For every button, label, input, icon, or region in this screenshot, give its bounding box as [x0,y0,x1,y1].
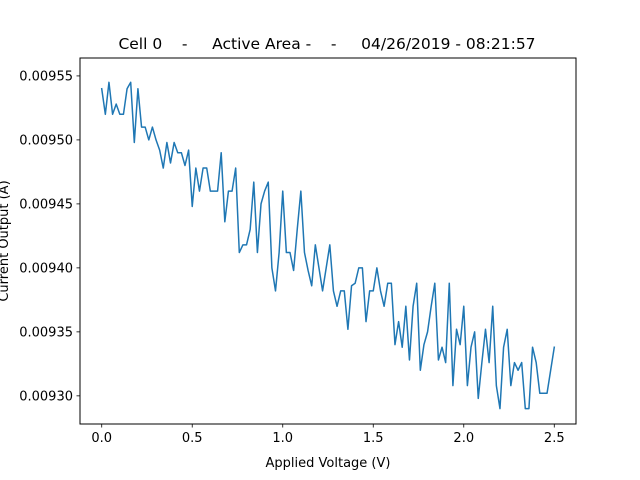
y-tick-label: 0.00940 [19,261,73,276]
plot-frame [79,57,577,425]
y-tick-label: 0.00955 [19,69,73,84]
y-tick-label: 0.00930 [19,389,73,404]
x-tick-label: 2.0 [453,431,474,446]
x-tick-label: 2.5 [544,431,565,446]
x-axis-ticks: 0.0 0.5 1.0 1.5 2.0 2.5 [91,424,565,446]
y-tick-label: 0.00950 [19,133,73,148]
x-tick-label: 0.0 [91,431,112,446]
y-axis-title: Current Output (A) [0,180,12,301]
x-tick-label: 1.5 [363,431,384,446]
y-axis-ticks: 0.00930 0.00935 0.00940 0.00945 0.00950 0.009… [19,69,80,404]
y-tick-label: 0.00935 [19,325,73,340]
x-axis-title: Applied Voltage (V) [266,456,391,471]
x-tick-label: 0.5 [182,431,203,446]
data-series-line [100,81,556,410]
x-tick-label: 1.0 [272,431,293,446]
plot-area [80,58,576,424]
y-tick-label: 0.00945 [19,197,73,212]
chart-title: Cell 0 - Active Area - - 04/26/2019 - 08… [118,35,535,53]
